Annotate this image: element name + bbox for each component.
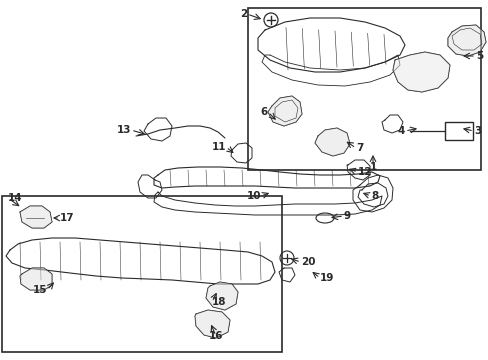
Text: 3: 3 xyxy=(473,126,480,136)
Polygon shape xyxy=(267,96,302,126)
Polygon shape xyxy=(392,52,449,92)
Polygon shape xyxy=(205,282,238,310)
Text: 2: 2 xyxy=(239,9,246,19)
Text: 18: 18 xyxy=(212,297,226,307)
Polygon shape xyxy=(195,310,229,338)
Text: 4: 4 xyxy=(397,126,404,136)
Polygon shape xyxy=(20,206,52,228)
Text: 14: 14 xyxy=(8,193,22,203)
Text: 8: 8 xyxy=(370,191,378,201)
Text: 9: 9 xyxy=(343,211,350,221)
Text: 1: 1 xyxy=(368,162,376,172)
Text: 19: 19 xyxy=(319,273,334,283)
Text: 16: 16 xyxy=(208,331,223,341)
Text: 11: 11 xyxy=(211,142,225,152)
Bar xyxy=(2,196,282,352)
Text: 15: 15 xyxy=(32,285,47,295)
Text: 7: 7 xyxy=(355,143,363,153)
Text: 17: 17 xyxy=(60,213,75,223)
Polygon shape xyxy=(314,128,349,156)
Polygon shape xyxy=(447,25,485,56)
Text: 12: 12 xyxy=(357,167,372,177)
Bar xyxy=(247,8,480,170)
Text: 10: 10 xyxy=(246,191,261,201)
Text: 6: 6 xyxy=(260,107,267,117)
Text: 5: 5 xyxy=(475,51,482,61)
Text: 13: 13 xyxy=(116,125,131,135)
Bar xyxy=(444,122,472,140)
Text: 20: 20 xyxy=(301,257,315,267)
Polygon shape xyxy=(20,268,52,290)
